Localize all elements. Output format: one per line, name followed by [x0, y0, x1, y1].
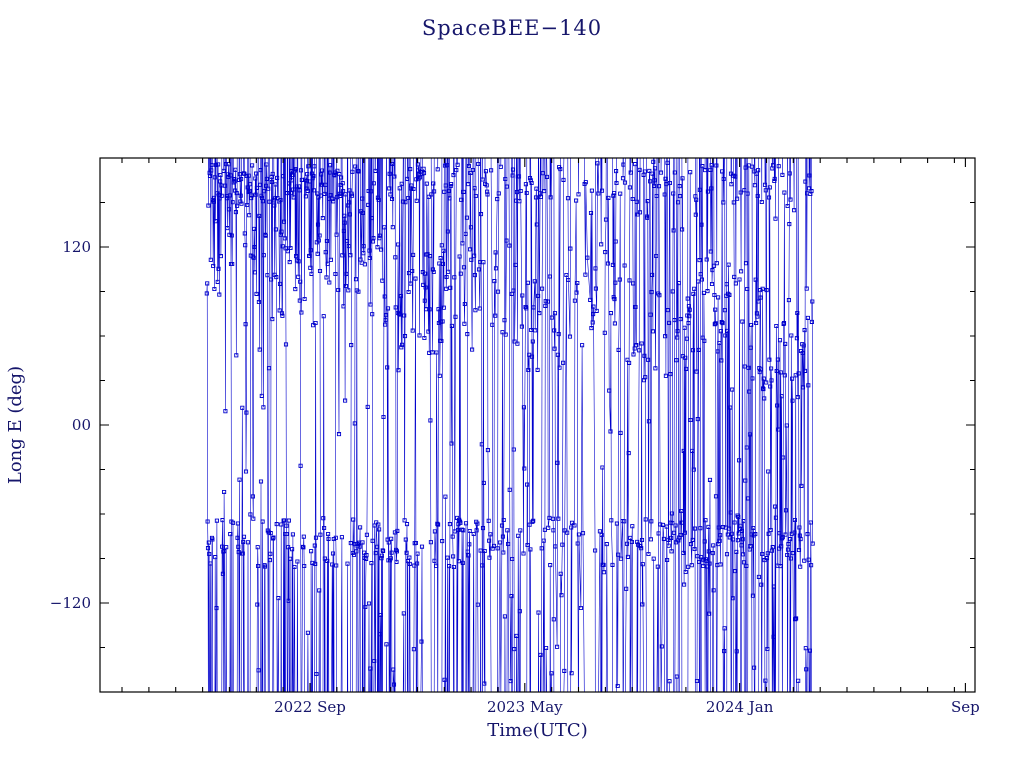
x-tick-label: 2023 May — [487, 698, 563, 716]
y-tick-label: 00 — [72, 416, 91, 434]
x-tick-label: Sep — [951, 698, 980, 716]
y-tick-label: −120 — [50, 594, 91, 612]
x-axis-label: Time(UTC) — [487, 720, 588, 741]
y-tick-label: 120 — [62, 238, 91, 256]
chart-title: SpaceBEE−140 — [421, 16, 603, 40]
x-tick-label: 2024 Jan — [706, 698, 774, 716]
x-tick-label: 2022 Sep — [274, 698, 346, 716]
